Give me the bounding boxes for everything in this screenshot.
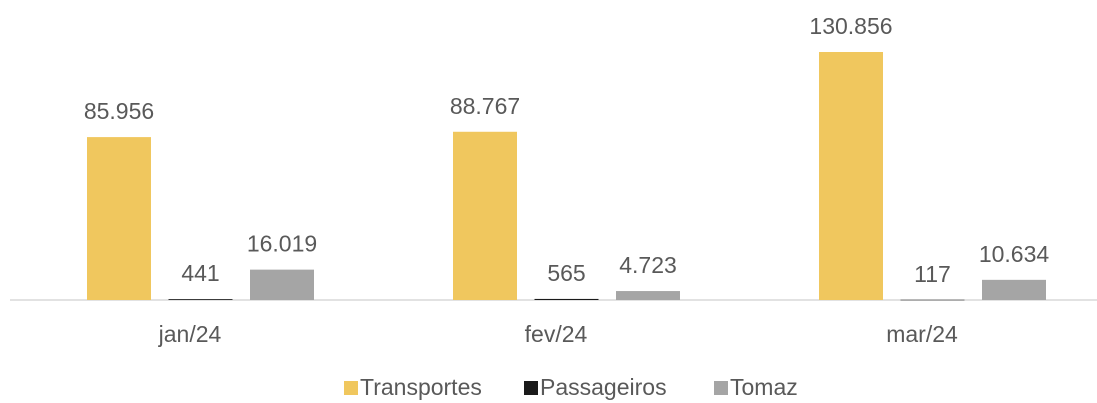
bar — [616, 291, 680, 300]
value-label: 88.767 — [450, 93, 520, 119]
value-label: 85.956 — [84, 98, 154, 124]
x-tick-label: jan/24 — [158, 321, 222, 347]
x-tick-label: mar/24 — [886, 321, 958, 347]
value-label: 441 — [181, 260, 219, 286]
bar — [900, 299, 965, 301]
legend-label: Transportes — [360, 374, 482, 400]
value-label: 130.856 — [809, 13, 892, 39]
legend-label: Passageiros — [540, 374, 667, 400]
value-label: 4.723 — [619, 252, 677, 278]
bar — [87, 137, 151, 300]
legend-swatch — [344, 381, 358, 395]
bar — [250, 269, 314, 300]
value-label: 16.019 — [247, 231, 317, 257]
value-label: 10.634 — [979, 241, 1050, 267]
x-tick-label: fev/24 — [525, 321, 588, 347]
bar — [534, 298, 599, 300]
bar — [982, 279, 1046, 300]
value-label: 565 — [547, 260, 585, 286]
legend-swatch — [524, 381, 538, 395]
value-label: 117 — [914, 261, 951, 287]
bar — [168, 299, 233, 300]
bar — [453, 131, 517, 300]
bar — [819, 52, 883, 300]
legend-swatch — [714, 381, 728, 395]
legend-label: Tomaz — [730, 374, 798, 400]
